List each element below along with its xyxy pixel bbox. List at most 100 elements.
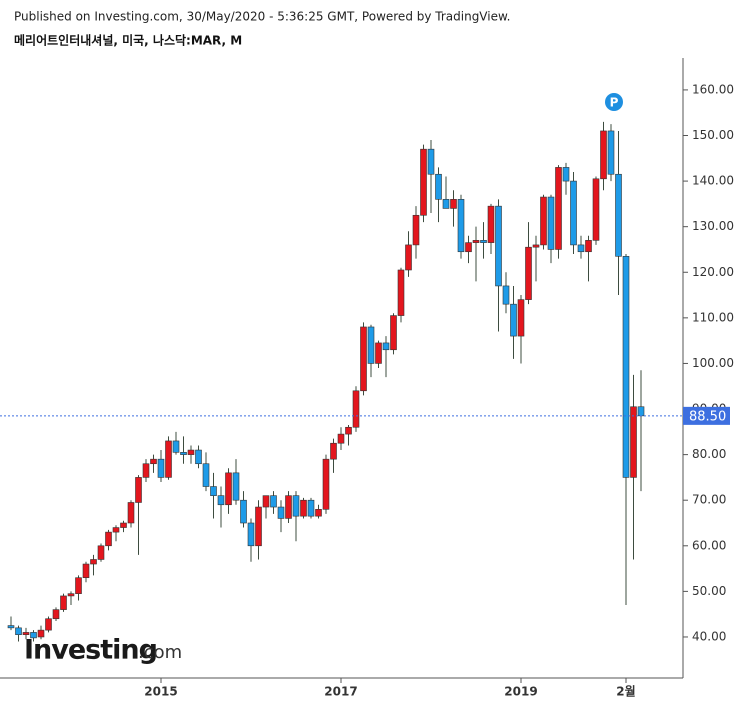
y-tick-label: 140.00	[692, 174, 734, 188]
candle-body	[142, 463, 150, 478]
candle-body	[30, 632, 37, 639]
candle-body	[397, 269, 405, 316]
candle-body	[585, 240, 592, 253]
candle-body	[15, 627, 22, 635]
candle-body	[225, 472, 232, 506]
candle-body	[217, 495, 225, 506]
candle-body	[435, 173, 442, 200]
candle-body	[7, 625, 15, 629]
candle-body	[270, 495, 277, 508]
logo-suffix: .com	[138, 642, 182, 663]
published-note: Published on Investing.com, 30/May/2020 …	[14, 10, 511, 24]
candle-body	[37, 629, 45, 638]
last-price-label: 88.50	[689, 409, 726, 424]
candle-body	[187, 449, 195, 455]
candle-body	[337, 433, 345, 444]
candle-body	[67, 593, 75, 597]
candle-body	[202, 463, 210, 487]
candle-body	[495, 205, 502, 287]
candle-body	[75, 577, 82, 594]
y-tick-label: 50.00	[692, 584, 726, 598]
y-tick-label: 70.00	[692, 493, 726, 507]
y-tick-label: 40.00	[692, 629, 726, 643]
candle-body	[232, 472, 240, 501]
candle-body	[255, 506, 262, 547]
candle-body	[22, 632, 30, 635]
y-tick-label: 100.00	[692, 356, 734, 370]
candle-body	[322, 458, 330, 510]
candle-body	[97, 545, 105, 560]
candle-body	[630, 406, 637, 478]
candle-body	[315, 509, 322, 517]
candle-body	[195, 449, 202, 465]
candle-body	[637, 406, 645, 417]
logo: Investing	[24, 635, 157, 666]
candle-body	[510, 303, 517, 337]
candle-body	[240, 499, 247, 524]
candle-body	[90, 559, 97, 565]
candle-body	[555, 167, 562, 250]
candle-body	[457, 199, 465, 253]
candle-body	[450, 199, 457, 209]
candle-body	[570, 180, 577, 246]
y-tick-label: 160.00	[692, 82, 734, 96]
y-tick-label: 130.00	[692, 219, 734, 233]
candle-body	[382, 342, 390, 351]
candle-body	[622, 256, 630, 478]
candle-body	[600, 130, 607, 180]
candle-body	[375, 342, 382, 364]
candle-body	[345, 426, 352, 435]
candle-body	[525, 246, 532, 300]
candle-body	[390, 315, 397, 351]
marker-label: P	[610, 96, 619, 110]
candle-body	[135, 477, 142, 503]
candle-body	[540, 196, 547, 246]
candle-body	[105, 531, 112, 547]
chart-title: 메리어트인터내셔널, 미국, 나스닥:MAR, M	[14, 33, 242, 48]
candle-body	[292, 495, 300, 517]
candle-body	[442, 199, 450, 209]
candle-body	[150, 458, 157, 465]
candle-body	[607, 130, 615, 175]
x-tick-label: 2015	[144, 685, 177, 699]
candle-body	[352, 390, 360, 428]
candle-body	[487, 205, 495, 243]
candle-body	[45, 618, 52, 631]
candle-body	[547, 196, 555, 250]
candle-body	[405, 244, 412, 271]
candle-body	[480, 240, 487, 243]
y-tick-label: 150.00	[692, 128, 734, 142]
candle-body	[307, 499, 315, 517]
candle-body	[472, 240, 480, 243]
marker-circle	[605, 93, 623, 111]
y-tick-label: 120.00	[692, 265, 734, 279]
x-tick-label: 2017	[324, 685, 357, 699]
candle-body	[52, 609, 60, 620]
candle-body	[210, 486, 217, 496]
candle-body	[577, 244, 585, 253]
candle-body	[112, 527, 120, 533]
candle-body	[277, 506, 285, 519]
y-tick-label: 110.00	[692, 310, 734, 324]
candle-body	[157, 458, 165, 478]
last-price-box	[683, 406, 730, 425]
candle-body	[592, 178, 600, 241]
x-tick-label: 2019	[504, 685, 537, 699]
candle-body	[180, 452, 187, 455]
candle-body	[502, 285, 510, 305]
candle-body	[360, 326, 367, 392]
candle-body	[615, 173, 622, 257]
candle-body	[465, 242, 472, 253]
candle-body	[517, 299, 525, 337]
candle-body	[120, 522, 127, 528]
y-tick-label: 60.00	[692, 538, 726, 552]
candle-body	[285, 495, 292, 519]
candle-body	[165, 440, 172, 478]
candle-body	[82, 563, 90, 579]
candle-body	[247, 522, 255, 547]
candle-body	[427, 148, 435, 175]
candle-body	[412, 214, 420, 246]
candle-body	[330, 442, 337, 460]
x-tick-label: 2월	[616, 684, 635, 699]
